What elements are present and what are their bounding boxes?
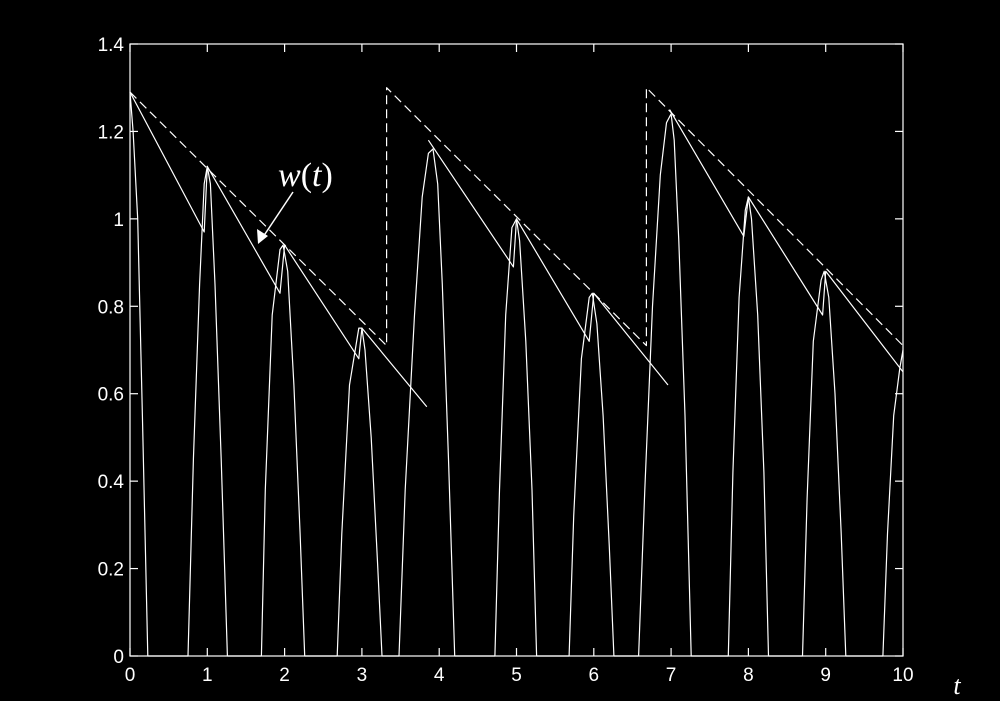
- y-tick-label: 0.6: [98, 385, 124, 406]
- x-tick-label: 9: [820, 665, 831, 686]
- x-tick-label: 6: [589, 665, 600, 686]
- annotation-part: t: [312, 157, 323, 194]
- series-line-4: [669, 109, 904, 373]
- x-tick-label: 0: [125, 665, 136, 686]
- y-tick-label: 0.4: [98, 472, 125, 493]
- series-line-5: [129, 87, 904, 347]
- annotation-part: w: [278, 157, 301, 194]
- annotation: w(t): [257, 157, 333, 244]
- y-tick-label: 1: [113, 210, 124, 231]
- x-tick-label: 7: [666, 665, 677, 686]
- y-tick-label: 0.8: [98, 297, 124, 318]
- x-tick-label: 8: [743, 665, 754, 686]
- ticks-layer: 0 1 2 3 4 5 6 7 8 9 10 0 0.2 0.4 0.6 0.8 1 1.2 1.4: [98, 35, 914, 686]
- annotation-part: ): [321, 157, 332, 194]
- x-tick-label: 10: [892, 665, 913, 686]
- y-tick-label: 0.2: [98, 560, 124, 581]
- y-tick-label: 0: [113, 647, 124, 668]
- x-tick-label: 1: [202, 665, 213, 686]
- annotation-part: (: [301, 157, 312, 194]
- x-axis-label: t: [953, 671, 961, 700]
- series-line-2: [129, 91, 428, 408]
- annotation-label: w(t): [278, 157, 333, 194]
- annotation-arrow-head: [257, 229, 268, 244]
- y-tick-label: 1.4: [98, 35, 125, 56]
- y-tick-label: 1.2: [98, 122, 124, 143]
- x-tick-label: 5: [511, 665, 522, 686]
- x-tick-label: 4: [434, 665, 445, 686]
- plot-layer: [129, 87, 904, 657]
- annotation-arrow-shaft: [260, 191, 294, 241]
- x-tick-label: 2: [279, 665, 290, 686]
- x-tick-label: 3: [357, 665, 368, 686]
- series-line-3: [427, 139, 669, 386]
